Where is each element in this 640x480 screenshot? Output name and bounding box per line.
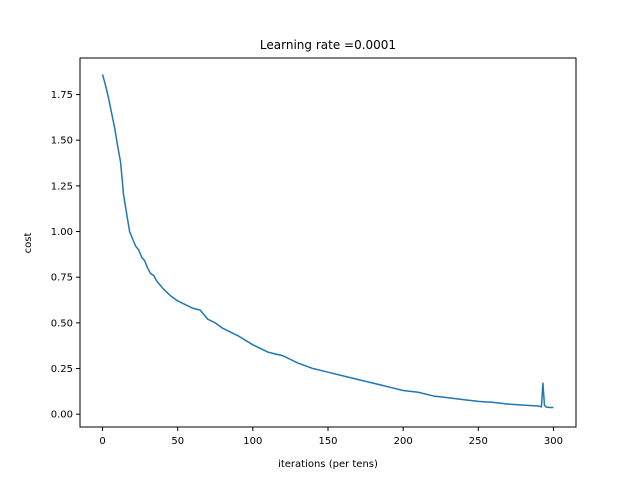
y-tick-label: 1.00 (51, 227, 73, 238)
plot-area (101, 74, 554, 409)
x-tick-label: 50 (171, 436, 184, 447)
y-tick-label: 0.00 (51, 410, 73, 421)
y-tick-label: 1.75 (51, 90, 73, 101)
y-tick-label: 0.50 (51, 318, 73, 329)
chart-title: Learning rate =0.0001 (260, 38, 396, 52)
x-tick-label: 150 (318, 436, 337, 447)
y-axis: 0.00 0.25 0.50 0.75 1.00 1.25 1.50 1.75 (51, 90, 80, 421)
y-tick-label: 1.25 (51, 181, 73, 192)
x-tick-label: 0 (99, 436, 105, 447)
x-axis: 0 50 100 150 200 250 300 (99, 427, 563, 447)
x-tick-label: 300 (544, 436, 563, 447)
x-tick-label: 100 (243, 436, 262, 447)
y-tick-label: 0.75 (51, 273, 73, 284)
x-tick-label: 250 (469, 436, 488, 447)
x-tick-label: 200 (394, 436, 413, 447)
cost-series-line-0 (101, 74, 554, 409)
y-tick-label: 1.50 (51, 136, 73, 147)
y-axis-label: cost (23, 233, 34, 254)
x-axis-label: iterations (per tens) (278, 459, 378, 470)
y-tick-label: 0.25 (51, 364, 73, 375)
